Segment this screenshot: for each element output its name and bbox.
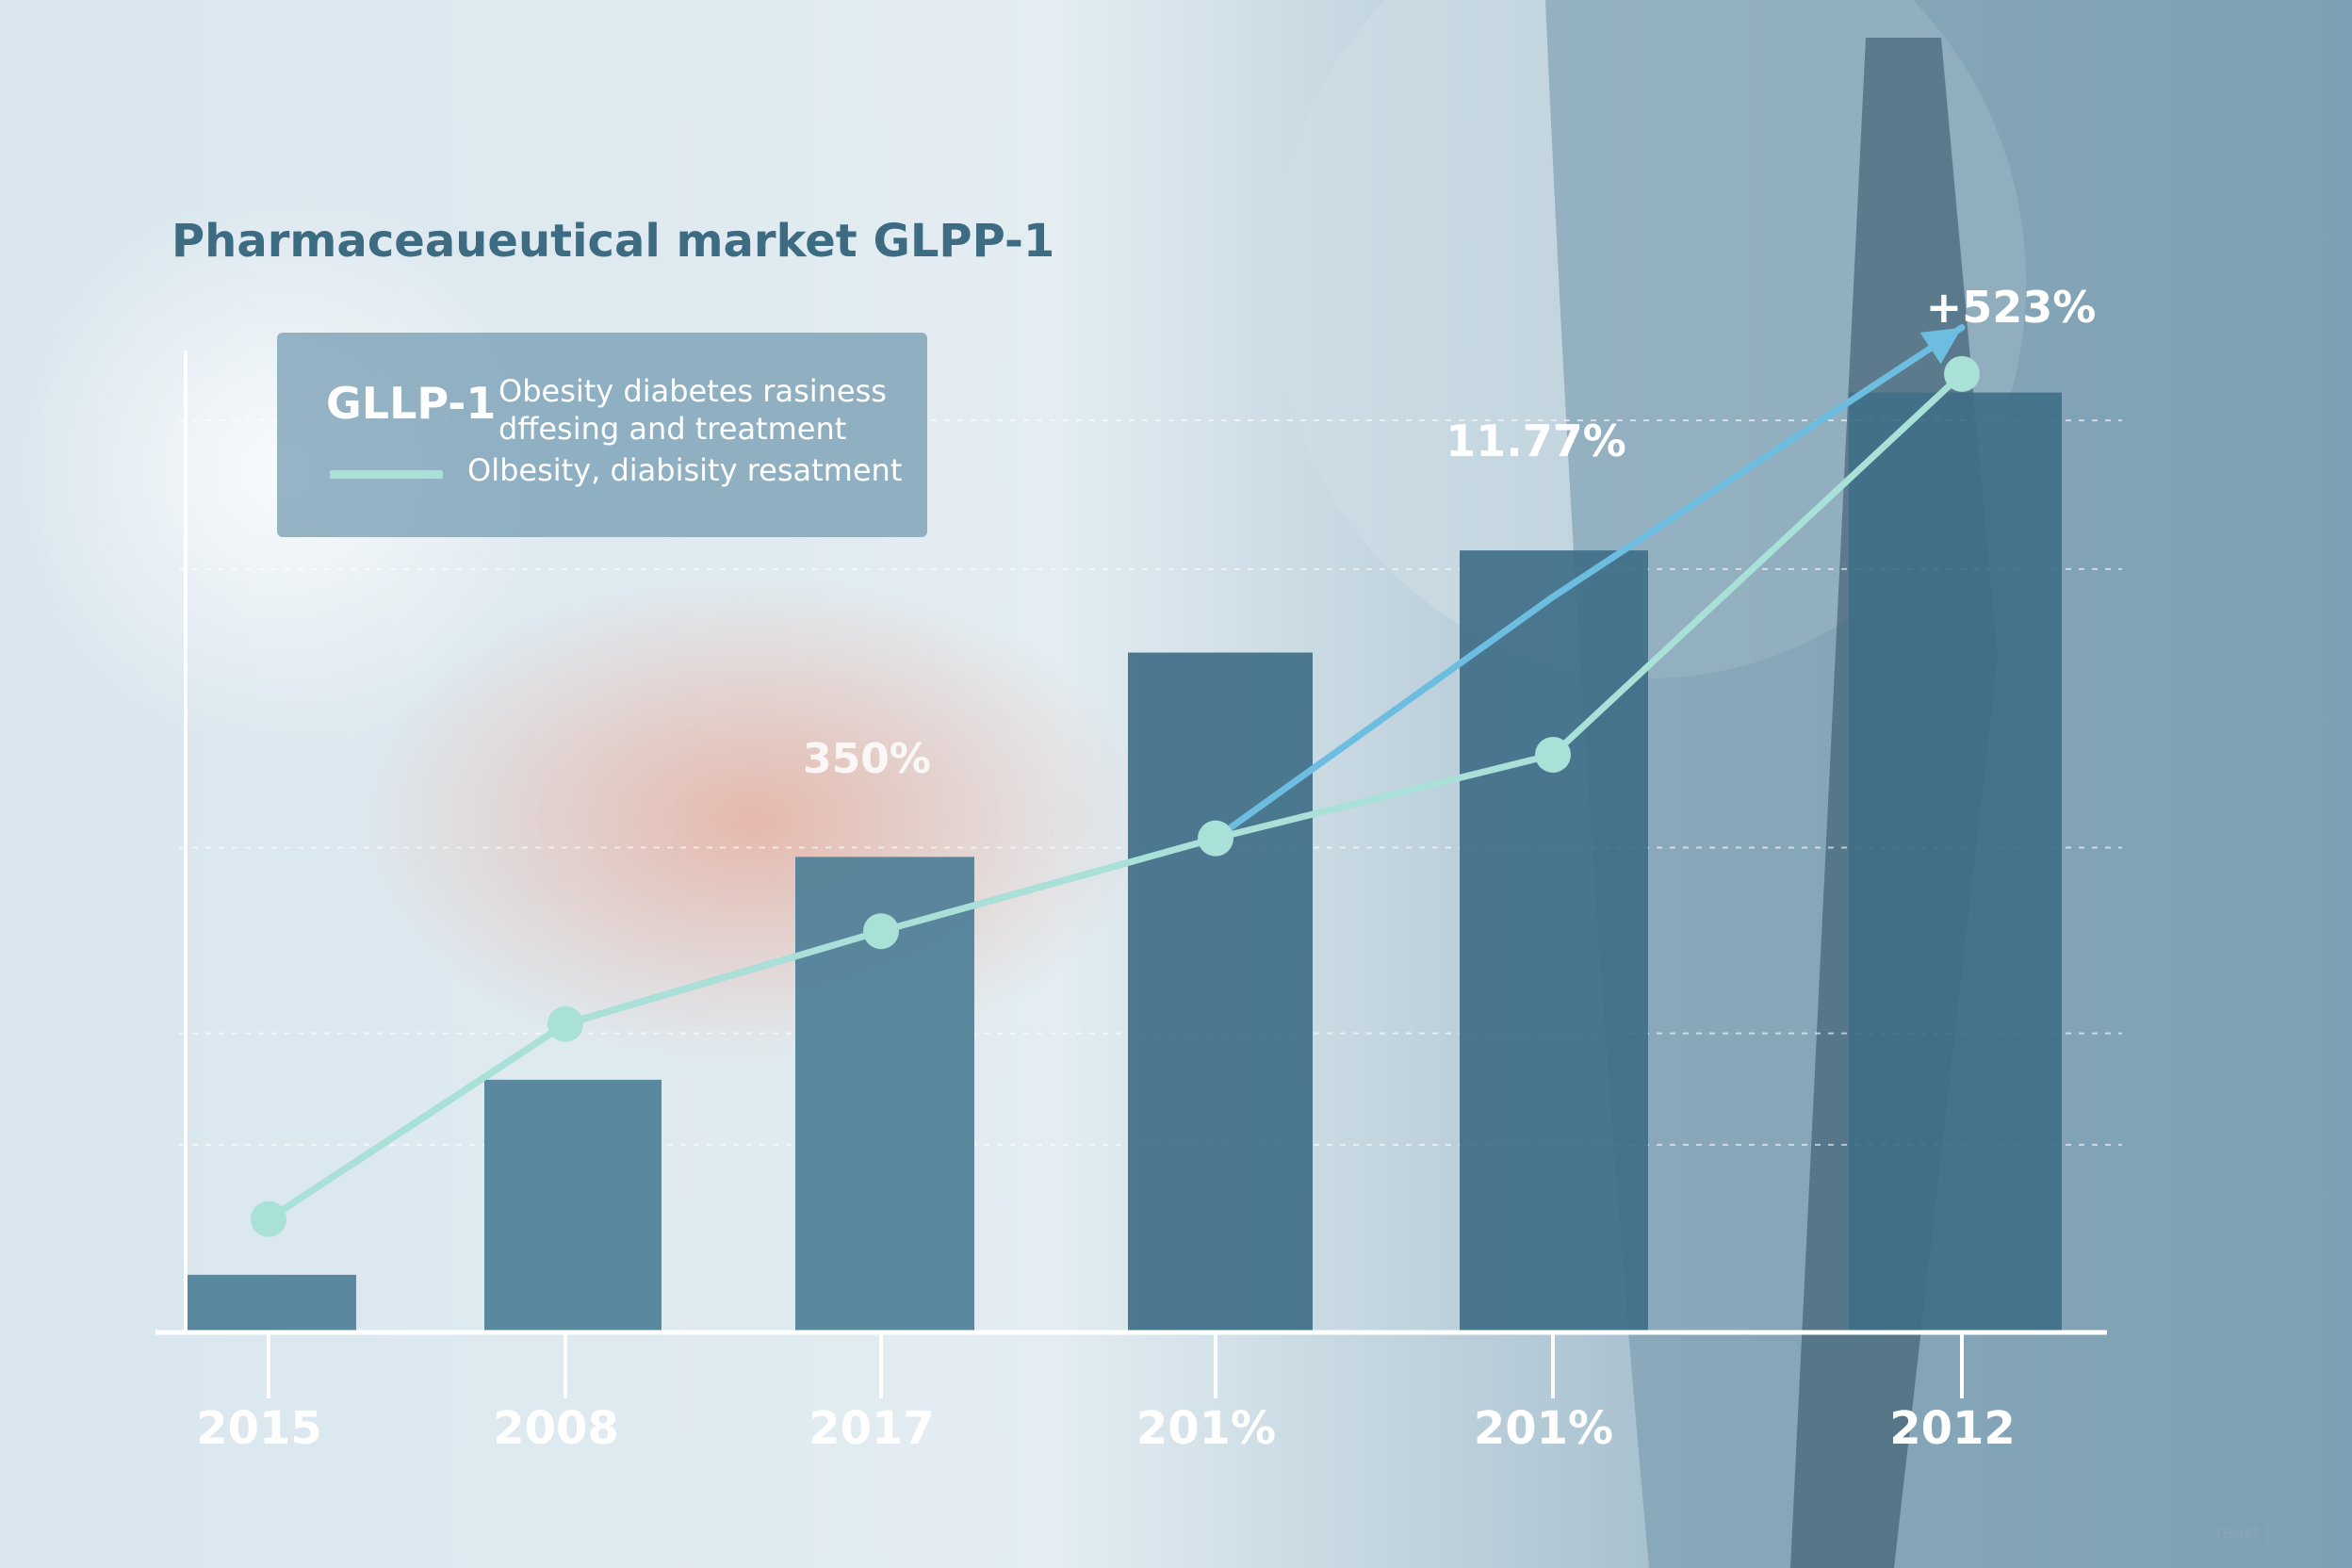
x-tick-label: 2008 [493, 1402, 619, 1455]
x-tick-label: 2012 [1889, 1402, 2016, 1455]
annotations: 350% 11.77% +523% [803, 282, 2096, 783]
bar [187, 1274, 356, 1331]
legend-line-swatch [330, 470, 443, 479]
bar [1460, 550, 1648, 1331]
bars [187, 392, 2062, 1331]
x-tick-label: 201% [1474, 1402, 1613, 1455]
data-point [1535, 736, 1571, 773]
trend-line-teal [265, 370, 1966, 1223]
data-point [547, 1005, 583, 1042]
data-point [251, 1200, 286, 1237]
annotation-label: 11.77% [1446, 416, 1626, 466]
legend-heading: GLLP-1 [326, 378, 497, 429]
bar [484, 1079, 662, 1331]
trend-lines [251, 324, 1980, 1237]
footnote: reast | [2216, 1523, 2271, 1543]
legend: GLLP-1 Obesity diabetes rasiness dffesin… [277, 333, 927, 537]
x-tick-label: 2015 [196, 1402, 322, 1455]
legend-desc-line1: Obesity diabetes rasiness [498, 373, 887, 409]
bar [1128, 652, 1313, 1331]
legend-desc-line2: dffesing and treatment [498, 411, 847, 447]
legend-description: Obesity diabetes rasiness dffesing and t… [498, 372, 913, 448]
data-point [1944, 355, 1980, 392]
bar [1849, 392, 2062, 1331]
chart-title: Pharmaceaueutical market GLPP-1 [172, 215, 1055, 268]
axes [155, 351, 2107, 1398]
x-tick-label: 2017 [808, 1402, 935, 1455]
legend-line-label: Olbesity, diabisity resatment [467, 452, 903, 488]
data-point [1198, 820, 1233, 857]
tick-labels: 2015 2008 2017 201% 201% 2012 [196, 1402, 2016, 1455]
data-point [863, 913, 899, 950]
x-tick-label: 201% [1136, 1402, 1276, 1455]
arrow-head [1919, 327, 1962, 365]
annotation-label: 350% [803, 735, 931, 783]
annotation-label: +523% [1926, 282, 2097, 333]
